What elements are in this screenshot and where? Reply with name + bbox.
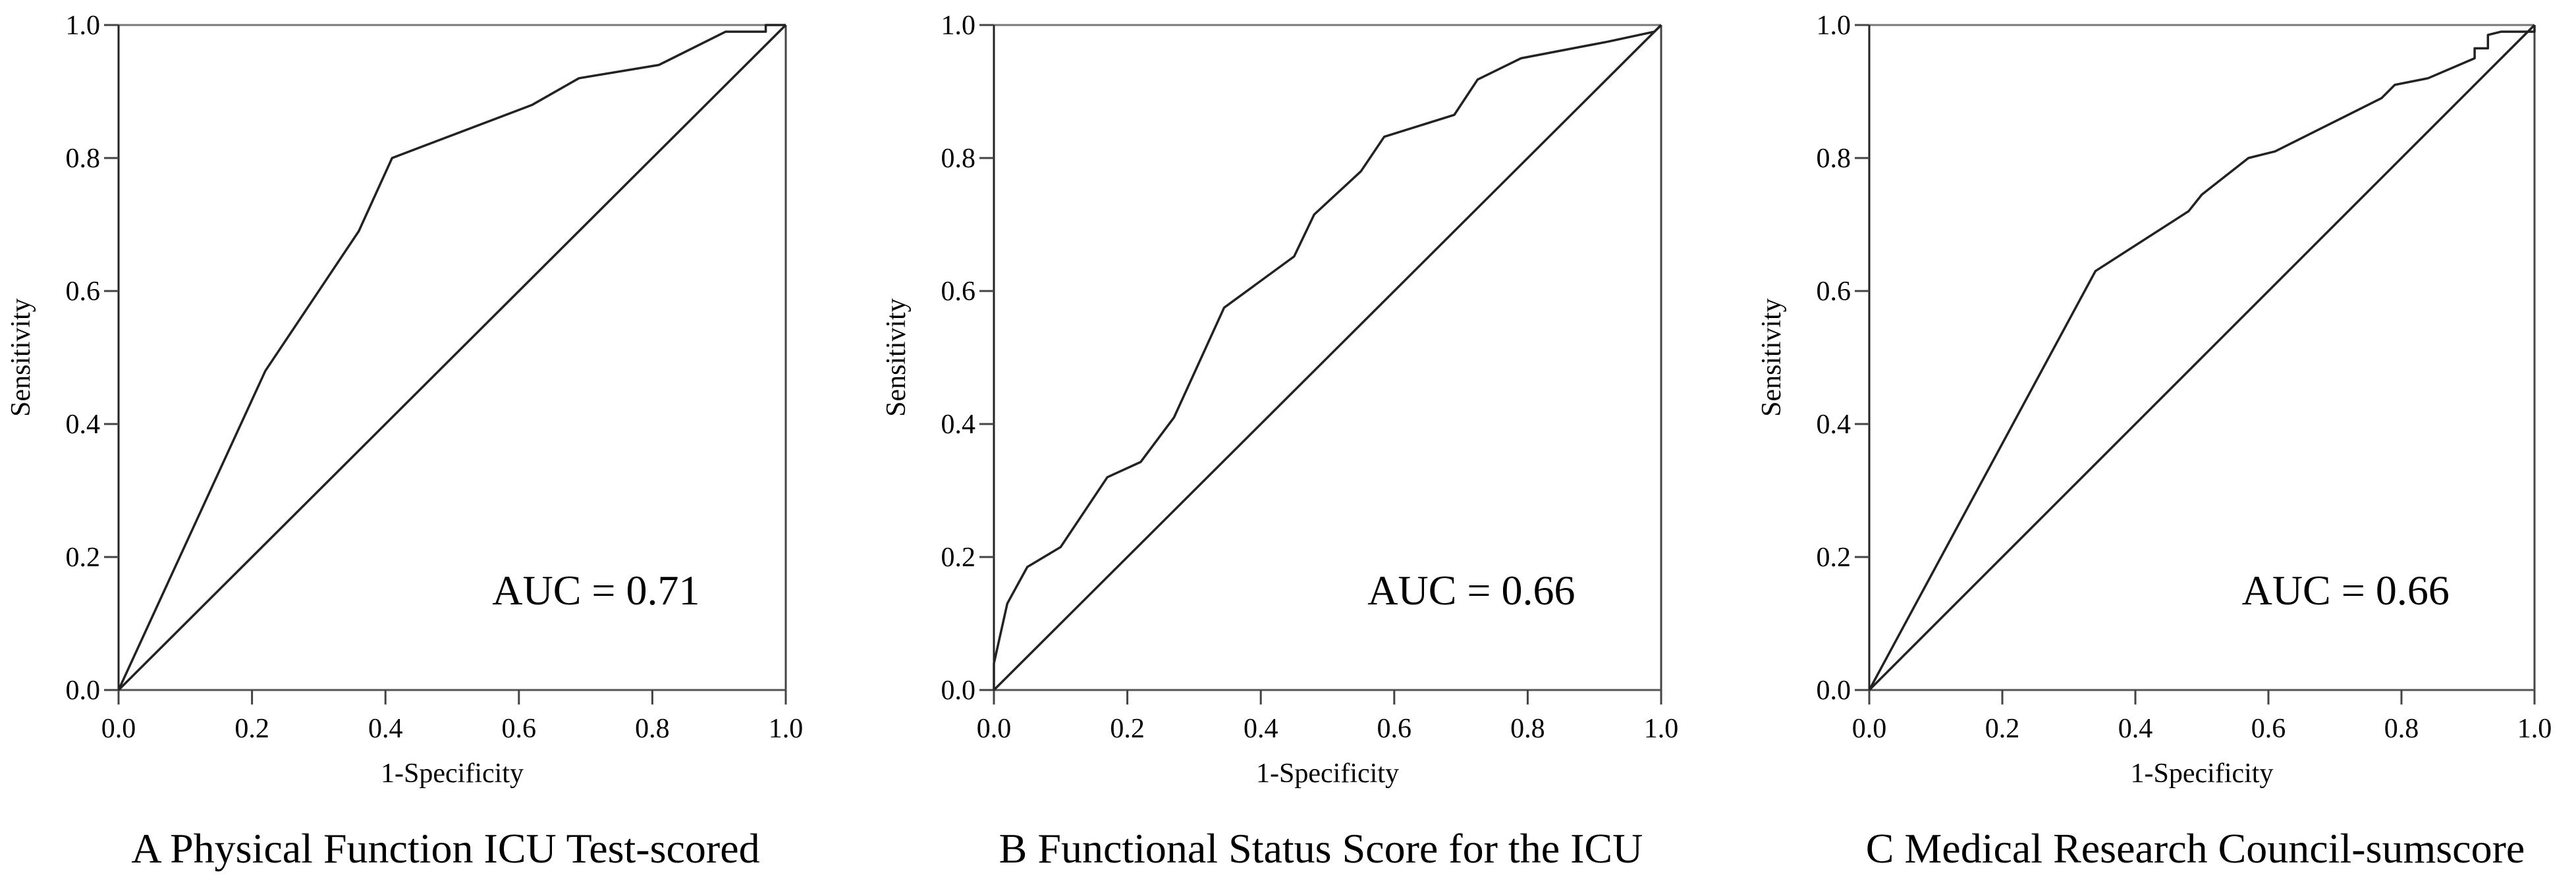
x-axis-label: 1-Specificity bbox=[2131, 758, 2274, 789]
x-tick-label: 0.8 bbox=[1510, 714, 1545, 744]
y-tick-label: 0.2 bbox=[1817, 543, 1851, 573]
y-tick-label: 0.0 bbox=[941, 676, 976, 706]
auc-annotation: AUC = 0.66 bbox=[1367, 567, 1575, 614]
y-tick-label: 0.6 bbox=[941, 277, 976, 307]
x-tick-label: 0.4 bbox=[1244, 714, 1278, 744]
auc-annotation: AUC = 0.66 bbox=[2242, 567, 2450, 614]
roc-panel-c: 0.0 0.2 0.4 0.6 0.8 1.0 0.0 0.2 0.4 0.6 0.8 1.0 1-Sp… bbox=[1757, 11, 2552, 872]
x-tick-label: 0.6 bbox=[502, 714, 537, 744]
y-tick-label: 0.4 bbox=[1817, 410, 1851, 440]
x-tick-label: 0.2 bbox=[1110, 714, 1145, 744]
x-tick-label: 0.0 bbox=[977, 714, 1012, 744]
y-tick-label: 1.0 bbox=[941, 11, 976, 41]
y-tick-label: 0.4 bbox=[941, 410, 976, 440]
x-tick-label: 0.0 bbox=[101, 714, 136, 744]
roc-curve bbox=[1868, 25, 2536, 691]
x-tick-label: 0.6 bbox=[2251, 714, 2286, 744]
y-tick-label: 0.2 bbox=[66, 543, 101, 573]
y-tick-label: 0.6 bbox=[1817, 277, 1851, 307]
y-axis-label: Sensitivity bbox=[6, 298, 36, 417]
x-tick-label: 0.0 bbox=[1852, 714, 1887, 744]
y-tick-label: 0.2 bbox=[941, 543, 976, 573]
y-tick-label: 0.4 bbox=[66, 410, 101, 440]
x-tick-label: 0.6 bbox=[1377, 714, 1412, 744]
x-tick-label: 1.0 bbox=[769, 714, 804, 744]
y-tick-label: 0.0 bbox=[1817, 676, 1851, 706]
x-tick-label: 1.0 bbox=[1644, 714, 1679, 744]
panel-caption: C Medical Research Council-sumscore bbox=[1866, 825, 2525, 872]
reference-diagonal bbox=[117, 24, 787, 691]
x-tick-label: 0.8 bbox=[635, 714, 670, 744]
x-tick-label: 0.4 bbox=[2118, 714, 2153, 744]
auc-annotation: AUC = 0.71 bbox=[492, 567, 699, 614]
y-tick-label: 0.6 bbox=[66, 277, 101, 307]
x-tick-label: 0.8 bbox=[2384, 714, 2419, 744]
roc-panel-b: 0.0 0.2 0.4 0.6 0.8 1.0 0.0 0.2 0.4 0.6 0.8 1.0 1-Sp… bbox=[881, 11, 1678, 872]
x-axis-label: 1-Specificity bbox=[381, 758, 524, 789]
y-tick-label: 0.8 bbox=[1817, 144, 1851, 174]
x-tick-label: 0.2 bbox=[234, 714, 269, 744]
y-tick-label: 1.0 bbox=[66, 11, 101, 41]
reference-diagonal bbox=[993, 24, 1662, 691]
roc-panel-a: 0.0 0.2 0.4 0.6 0.8 1.0 0.0 0.2 0.4 0.6 0.8 1.0 1-Sp… bbox=[6, 11, 803, 872]
y-tick-label: 0.8 bbox=[66, 144, 101, 174]
y-axis-label: Sensitivity bbox=[1757, 298, 1787, 417]
y-tick-label: 1.0 bbox=[1817, 11, 1851, 41]
roc-curve bbox=[117, 24, 786, 691]
y-tick-label: 0.8 bbox=[941, 144, 976, 174]
x-axis-label: 1-Specificity bbox=[1256, 758, 1399, 789]
x-tick-label: 1.0 bbox=[2517, 714, 2552, 744]
panel-caption: B Functional Status Score for the ICU bbox=[999, 825, 1643, 872]
panel-caption: A Physical Function ICU Test-scored bbox=[131, 825, 759, 872]
reference-diagonal bbox=[1868, 24, 2536, 691]
x-tick-label: 0.4 bbox=[368, 714, 403, 744]
roc-curve bbox=[993, 24, 1662, 690]
y-axis-label: Sensitivity bbox=[881, 298, 912, 417]
y-tick-label: 0.0 bbox=[66, 676, 101, 706]
x-tick-label: 0.2 bbox=[1985, 714, 2020, 744]
